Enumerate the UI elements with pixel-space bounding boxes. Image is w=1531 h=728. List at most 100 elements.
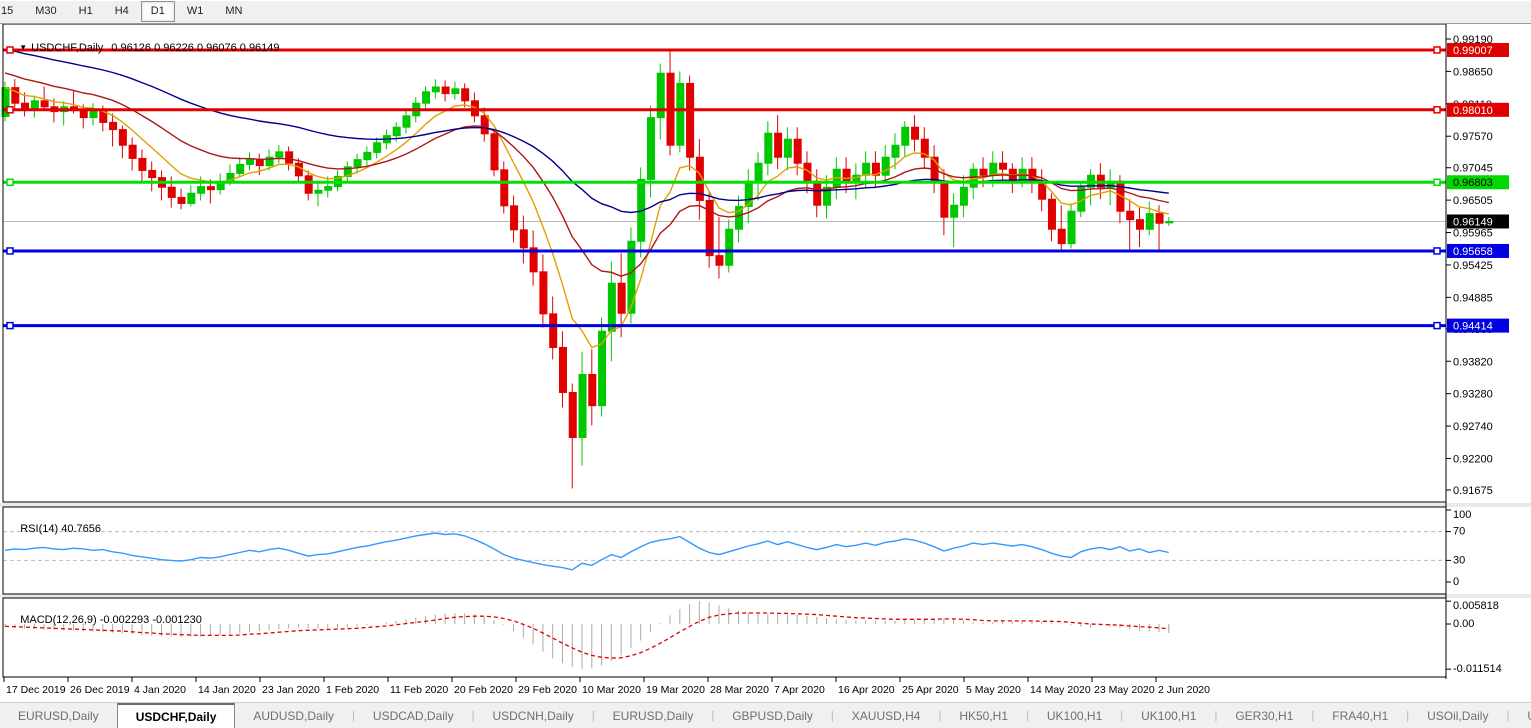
svg-text:20 Feb 2020: 20 Feb 2020 [454,684,513,696]
tab-separator: | [830,709,834,722]
svg-text:0.98010: 0.98010 [1453,105,1493,117]
hline-handle[interactable] [1433,178,1441,186]
svg-text:0.00: 0.00 [1453,618,1474,630]
date-axis: 17 Dec 2019 26 Dec 2019 4 Jan 2020 14 Jan 2… [3,677,1210,696]
tab-separator: | [471,709,475,722]
svg-text:0: 0 [1453,576,1459,588]
svg-text:25 Apr 2020: 25 Apr 2020 [902,684,959,696]
hline-handle[interactable] [6,321,14,330]
hline-handle[interactable] [6,178,14,186]
tab-separator: | [1506,709,1510,722]
svg-text:0.93280: 0.93280 [1453,389,1493,401]
tab-separator: | [1311,709,1315,722]
chart-tab-usdjpy-h1[interactable]: USDJPY,H1 [1509,703,1531,728]
rsi-pane[interactable] [3,531,1446,571]
svg-text:0.92740: 0.92740 [1453,421,1493,433]
svg-text:29 Feb 2020: 29 Feb 2020 [518,684,577,696]
tab-separator: | [1406,709,1410,722]
tab-separator: | [1026,709,1029,722]
chart-tab-xauusd-h4[interactable]: XAUUSD,H4 [851,708,921,723]
chart-tab-hk50-h1[interactable]: HK50,H1 [959,708,1009,723]
svg-text:0.96505: 0.96505 [1453,195,1493,207]
hline-handle[interactable] [1433,247,1441,255]
rsi-value: 40.7656 [61,523,101,535]
price-badge-0.96149 [1447,214,1509,229]
hline-handle[interactable] [6,106,14,114]
hline-handle[interactable] [6,46,14,54]
tab-separator: | [1214,709,1218,722]
timeframe-toolbar: 15 M30 H1 H4 D1 W1 MN [0,0,1531,24]
chart-title-open: 0.96126 [111,42,152,54]
hline-handle[interactable] [1433,321,1441,330]
macd-pane[interactable] [4,601,1170,670]
timeframe-button-h1[interactable]: H1 [78,5,93,17]
svg-text:19 Mar 2020: 19 Mar 2020 [646,684,705,696]
tab-separator: | [591,709,595,722]
chart-tab-usoil-daily[interactable]: USOil,Daily [1427,708,1489,723]
hline-handle[interactable] [6,247,14,255]
svg-text:0.98650: 0.98650 [1453,66,1493,78]
price-badge-0.94414 [1447,318,1509,333]
svg-text:0.96803: 0.96803 [1453,177,1493,189]
svg-text:0.91675: 0.91675 [1453,485,1493,497]
svg-text:16 Apr 2020: 16 Apr 2020 [838,684,895,696]
svg-text:11 Feb 2020: 11 Feb 2020 [390,684,448,696]
chart-tab-usdcnh-daily[interactable]: USDCNH,Daily [492,708,574,723]
rsi-name: RSI(14) [20,523,59,535]
chart-title-low: 0.96076 [196,42,237,54]
svg-text:0.94885: 0.94885 [1453,292,1493,304]
chart-tab-gbpusd-daily[interactable]: GBPUSD,Daily [732,708,813,723]
rsi-label: RSI(14) 40.7656 [8,511,101,547]
chart-tab-uk100-h1[interactable]: UK100,H1 [1141,708,1197,723]
svg-text:-0.011514: -0.011514 [1453,663,1502,675]
ma-fast-line [4,86,1169,349]
macd-signal-value: -0.001230 [152,614,202,626]
chart-tab-usdchf-daily[interactable]: USDCHF,Daily [116,703,236,728]
price-badge-0.98010 [1447,102,1509,117]
chart-tabbar: EURUSD,Daily USDCHF,Daily AUDUSD,Daily | USD… [0,702,1531,728]
svg-text:0.005818: 0.005818 [1453,600,1499,612]
timeframe-button-d1[interactable]: D1 [140,1,175,22]
chart-title-close: 0.96149 [239,42,280,54]
svg-text:14 Jan 2020: 14 Jan 2020 [198,684,256,696]
chart-tab-eurusd-daily[interactable]: EURUSD,Daily [18,708,99,723]
chart-canvas[interactable]: 0.991900.986500.981100.975700.970450.965… [0,24,1531,702]
chart-tab-ger30-h1[interactable]: GER30,H1 [1235,708,1294,723]
svg-text:26 Dec 2019: 26 Dec 2019 [70,684,130,696]
svg-text:0.92200: 0.92200 [1453,453,1493,465]
svg-text:23 Jan 2020: 23 Jan 2020 [262,684,320,696]
svg-text:70: 70 [1453,526,1465,538]
chart-tab-fra40-h1[interactable]: FRA40,H1 [1332,708,1389,723]
tab-separator: | [711,709,715,722]
svg-text:0.95658: 0.95658 [1453,246,1493,258]
chart-tab-uk100-h1[interactable]: UK100,H1 [1046,708,1103,723]
chart-title-high: 0.96226 [154,42,194,54]
svg-text:30: 30 [1453,554,1465,566]
timeframe-button-mn[interactable]: MN [225,5,243,17]
svg-text:0.95965: 0.95965 [1453,228,1493,240]
chart-tab-usdcad-daily[interactable]: USDCAD,Daily [372,708,454,723]
chart-window[interactable]: 0.991900.986500.981100.975700.970450.965… [0,24,1531,702]
macd-label: MACD(12,26,9) -0.002293 -0.001230 [8,602,202,638]
chart-tab-audusd-daily[interactable]: AUDUSD,Daily [253,708,335,723]
svg-text:0.95425: 0.95425 [1453,260,1493,272]
timeframe-button-m30[interactable]: M30 [35,5,57,17]
macd-main-value: -0.002293 [99,614,150,626]
chart-title-symbol: USDCHF,Daily [31,42,104,54]
ma-medium-line [4,72,1169,277]
hline-handle[interactable] [1433,46,1441,54]
timeframe-button-w1[interactable]: W1 [186,5,204,17]
timeframe-button-15[interactable]: 15 [1,5,14,17]
svg-text:23 May 2020: 23 May 2020 [1094,684,1155,696]
macd-signal-line [4,612,1169,659]
timeframe-button-h4[interactable]: H4 [114,5,129,17]
svg-text:0.97045: 0.97045 [1453,163,1493,175]
hline-handle[interactable] [1433,106,1441,114]
svg-text:0.99007: 0.99007 [1453,45,1493,57]
main-price-pane[interactable] [1,46,1446,489]
svg-text:0.93820: 0.93820 [1453,356,1493,368]
tab-separator: | [1120,709,1124,722]
chart-tab-eurusd-daily[interactable]: EURUSD,Daily [612,708,694,723]
symbol-dropdown-icon[interactable]: ▼ [19,43,28,52]
svg-text:10 Mar 2020: 10 Mar 2020 [582,684,641,696]
